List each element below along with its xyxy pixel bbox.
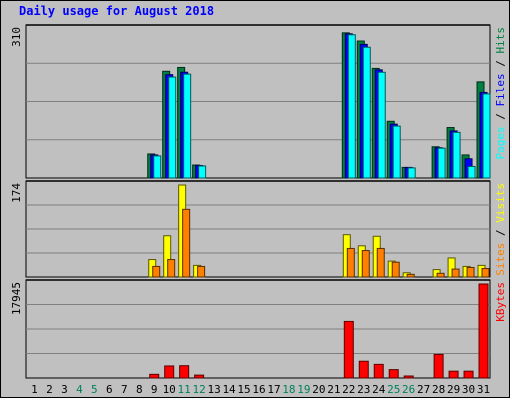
ylabel-separator: / — [494, 107, 507, 127]
x-tick-label-31: 31 — [477, 383, 490, 396]
x-tick-label-20: 20 — [312, 383, 325, 396]
x-tick-label-14: 14 — [222, 383, 236, 396]
bar-requests-pages-day-11 — [183, 73, 192, 179]
bar-visitors-sites-day-9 — [152, 265, 161, 278]
bar-requests-pages-day-12 — [198, 165, 207, 179]
bar-requests-pages-day-9 — [153, 155, 162, 179]
x-tick-label-5: 5 — [91, 383, 98, 396]
ylabel-visitors: Sites / Visits — [494, 183, 507, 276]
bar-volume-kbytes-day-29 — [448, 370, 459, 379]
bar-visitors-sites-day-24 — [376, 247, 385, 278]
bar-visitors-sites-day-31 — [481, 268, 490, 278]
bar-volume-kbytes-day-28 — [433, 353, 444, 379]
x-tick-label-22: 22 — [342, 383, 355, 396]
ylabel-requests: Pages / Files / Hits — [494, 27, 507, 160]
x-tick-label-4: 4 — [76, 383, 83, 396]
x-tick-label-7: 7 — [121, 383, 128, 396]
x-tick-label-17: 17 — [267, 383, 280, 396]
x-tick-label-10: 10 — [163, 383, 176, 396]
ylabel-volume: KBytes — [494, 282, 507, 322]
x-tick-label-6: 6 — [106, 383, 113, 396]
bar-volume-kbytes-day-23 — [358, 360, 369, 379]
bar-volume-kbytes-day-9 — [149, 373, 160, 379]
ylabel-visits: Visits — [494, 183, 507, 223]
bar-requests-pages-day-31 — [482, 93, 491, 179]
ylabel-separator: / — [494, 54, 507, 74]
bar-visitors-sites-day-22 — [346, 247, 355, 278]
ymax-label-volume: 17945 — [10, 282, 23, 315]
bar-requests-pages-day-10 — [168, 76, 177, 179]
bar-visitors-sites-day-25 — [391, 261, 400, 278]
x-tick-label-19: 19 — [297, 383, 310, 396]
x-tick-label-3: 3 — [61, 383, 68, 396]
bar-volume-kbytes-day-31 — [478, 283, 489, 379]
ylabel-separator: / — [494, 223, 507, 243]
bar-volume-kbytes-day-10 — [164, 365, 175, 379]
ylabel-sites: Sites — [494, 243, 507, 276]
x-tick-label-24: 24 — [372, 383, 386, 396]
bar-volume-kbytes-day-30 — [463, 370, 474, 379]
bar-volume-kbytes-day-24 — [373, 363, 384, 379]
ylabel-hits: Hits — [494, 27, 507, 54]
bar-volume-kbytes-day-11 — [179, 365, 190, 379]
bar-requests-pages-day-29 — [452, 131, 461, 179]
chart-title: Daily usage for August 2018 — [19, 4, 215, 18]
bar-visitors-sites-day-10 — [167, 259, 176, 278]
bar-volume-kbytes-day-26 — [403, 375, 414, 379]
bar-visitors-sites-day-29 — [451, 268, 460, 278]
bar-visitors-sites-day-23 — [361, 250, 370, 278]
ylabel-files: Files — [494, 73, 507, 106]
bar-requests-pages-day-25 — [392, 125, 401, 179]
x-tick-label-2: 2 — [46, 383, 53, 396]
x-tick-label-9: 9 — [151, 383, 158, 396]
ymax-label-visitors: 174 — [10, 183, 23, 203]
ylabel-pages: Pages — [494, 126, 507, 159]
bar-requests-pages-day-24 — [377, 71, 386, 179]
x-tick-label-23: 23 — [357, 383, 370, 396]
bar-requests-pages-day-26 — [407, 167, 416, 179]
bar-requests-pages-day-22 — [347, 34, 356, 179]
bar-requests-pages-day-30 — [467, 165, 476, 179]
bar-requests-pages-day-28 — [437, 147, 446, 179]
x-tick-label-21: 21 — [327, 383, 340, 396]
ymax-label-requests: 310 — [10, 27, 23, 47]
x-tick-label-26: 26 — [402, 383, 415, 396]
bar-volume-kbytes-day-22 — [343, 320, 354, 379]
x-tick-label-12: 12 — [193, 383, 206, 396]
bar-volume-kbytes-day-12 — [194, 374, 205, 379]
x-tick-label-29: 29 — [447, 383, 460, 396]
bar-visitors-sites-day-28 — [436, 272, 445, 278]
x-tick-label-30: 30 — [462, 383, 475, 396]
bar-visitors-sites-day-11 — [182, 208, 191, 278]
x-tick-label-16: 16 — [252, 383, 265, 396]
x-tick-label-8: 8 — [136, 383, 143, 396]
bar-visitors-sites-day-30 — [466, 266, 475, 278]
x-tick-label-13: 13 — [207, 383, 220, 396]
x-tick-label-1: 1 — [31, 383, 38, 396]
x-tick-label-11: 11 — [178, 383, 191, 396]
bar-requests-pages-day-23 — [362, 46, 371, 179]
ylabel-kbytes: KBytes — [494, 282, 507, 322]
bar-visitors-sites-day-12 — [197, 265, 206, 278]
x-tick-label-15: 15 — [237, 383, 250, 396]
bar-volume-kbytes-day-25 — [388, 369, 399, 379]
x-tick-label-25: 25 — [387, 383, 400, 396]
bar-visitors-sites-day-26 — [406, 273, 415, 278]
x-tick-label-28: 28 — [432, 383, 445, 396]
x-tick-label-27: 27 — [417, 383, 430, 396]
x-tick-label-18: 18 — [282, 383, 295, 396]
